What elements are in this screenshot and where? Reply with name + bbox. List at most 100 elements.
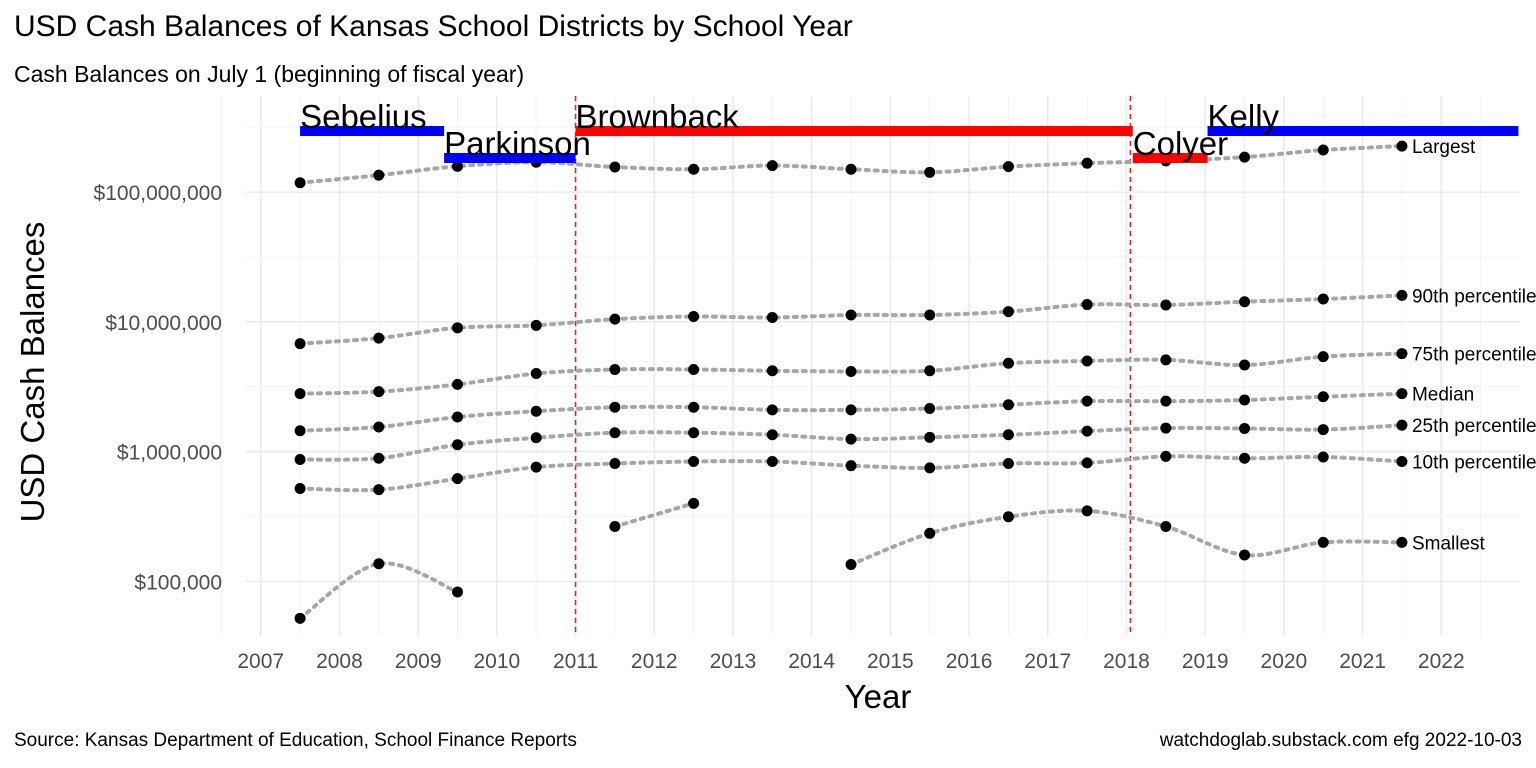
series-label: Median bbox=[1412, 385, 1474, 406]
data-point bbox=[1317, 293, 1329, 305]
data-point bbox=[1239, 296, 1251, 308]
data-point bbox=[452, 411, 463, 423]
y-tick-label: $100,000,000 bbox=[94, 182, 222, 205]
data-point bbox=[1317, 391, 1329, 403]
data-point bbox=[845, 404, 857, 416]
data-point bbox=[845, 309, 857, 321]
series-labels: Largest 90th percentile 75th percentile Med… bbox=[1412, 137, 1536, 554]
x-tick-label: 2016 bbox=[946, 650, 993, 673]
data-point bbox=[1239, 359, 1251, 371]
data-point bbox=[609, 363, 621, 375]
data-point bbox=[1002, 357, 1014, 369]
data-point bbox=[688, 427, 700, 439]
y-tick-label: $1,000,000 bbox=[117, 442, 222, 465]
term-divider-lines bbox=[574, 96, 1132, 636]
x-tick-label: 2014 bbox=[788, 650, 835, 673]
data-point bbox=[1396, 536, 1408, 548]
data-point bbox=[609, 427, 621, 439]
data-point bbox=[688, 401, 700, 413]
data-point bbox=[1160, 299, 1172, 311]
data-point bbox=[845, 460, 857, 472]
data-point bbox=[373, 558, 385, 570]
governor-term-bar bbox=[1132, 153, 1208, 163]
source-caption: Source: Kansas Department of Education, … bbox=[14, 730, 577, 751]
governor-name: Sebelius bbox=[300, 98, 427, 135]
data-point bbox=[1239, 422, 1251, 434]
data-point bbox=[1396, 140, 1408, 152]
data-point bbox=[1160, 521, 1172, 533]
series-label: 25th percentile bbox=[1412, 416, 1536, 437]
data-point bbox=[609, 458, 621, 470]
data-point bbox=[294, 425, 306, 437]
governor-name: Brownback bbox=[576, 98, 740, 135]
data-point bbox=[1239, 549, 1251, 561]
data-point bbox=[1002, 306, 1014, 318]
data-point bbox=[373, 484, 385, 496]
y-axis-title: USD Cash Balances bbox=[14, 222, 51, 523]
data-point bbox=[766, 455, 778, 467]
x-tick-label: 2020 bbox=[1261, 650, 1308, 673]
chart-subtitle: Cash Balances on July 1 (beginning of fi… bbox=[14, 61, 525, 87]
data-point bbox=[452, 160, 463, 172]
data-point bbox=[1396, 388, 1408, 400]
data-point bbox=[1239, 452, 1251, 464]
governor-term-bar bbox=[444, 153, 576, 163]
data-point bbox=[609, 401, 621, 413]
data-point bbox=[609, 161, 621, 173]
data-point bbox=[924, 431, 936, 443]
data-point bbox=[1081, 299, 1093, 311]
data-point bbox=[1002, 511, 1014, 523]
data-point bbox=[1081, 505, 1093, 517]
governor-term-bar bbox=[1207, 126, 1519, 136]
data-point bbox=[924, 166, 936, 178]
data-point bbox=[688, 497, 700, 509]
data-point bbox=[530, 432, 542, 444]
data-point bbox=[1396, 419, 1408, 431]
data-point bbox=[609, 521, 621, 533]
data-point bbox=[1160, 354, 1172, 366]
data-point bbox=[688, 163, 700, 175]
series-label: Largest bbox=[1412, 137, 1476, 158]
series-label: 10th percentile bbox=[1412, 452, 1536, 473]
data-point bbox=[1396, 289, 1408, 301]
x-tick-label: 2021 bbox=[1339, 650, 1386, 673]
x-tick-label: 2013 bbox=[710, 650, 757, 673]
data-point bbox=[1081, 425, 1093, 437]
data-point bbox=[1002, 399, 1014, 411]
governor-name: Parkinson bbox=[444, 125, 591, 162]
credit-caption: watchdoglab.substack.com efg 2022-10-03 bbox=[1159, 730, 1522, 751]
y-tick-label: $10,000,000 bbox=[105, 312, 222, 335]
x-tick-label: 2022 bbox=[1418, 650, 1465, 673]
data-point bbox=[845, 365, 857, 377]
data-point bbox=[1396, 348, 1408, 360]
data-point bbox=[766, 365, 778, 377]
data-point bbox=[294, 454, 306, 466]
data-point bbox=[452, 378, 463, 390]
data-point bbox=[294, 177, 306, 189]
data-point bbox=[1396, 455, 1408, 467]
data-point bbox=[373, 169, 385, 181]
data-point bbox=[845, 163, 857, 175]
x-tick-label: 2012 bbox=[631, 650, 678, 673]
data-point bbox=[688, 455, 700, 467]
x-tick-label: 2009 bbox=[395, 650, 442, 673]
series-label: Smallest bbox=[1412, 533, 1486, 554]
data-point bbox=[688, 363, 700, 375]
data-point bbox=[1317, 424, 1329, 436]
data-point bbox=[1081, 157, 1093, 169]
data-point bbox=[1081, 457, 1093, 469]
data-point bbox=[373, 452, 385, 464]
data-point bbox=[1317, 351, 1329, 363]
data-point bbox=[924, 403, 936, 415]
data-point bbox=[766, 429, 778, 441]
x-tick-label: 2018 bbox=[1103, 650, 1150, 673]
data-point bbox=[1160, 395, 1172, 407]
data-point bbox=[294, 388, 306, 400]
data-point bbox=[1160, 422, 1172, 434]
data-point bbox=[1239, 394, 1251, 406]
data-point bbox=[1239, 151, 1251, 163]
data-point bbox=[924, 309, 936, 321]
data-point bbox=[452, 322, 463, 334]
series-label: 75th percentile bbox=[1412, 345, 1536, 366]
